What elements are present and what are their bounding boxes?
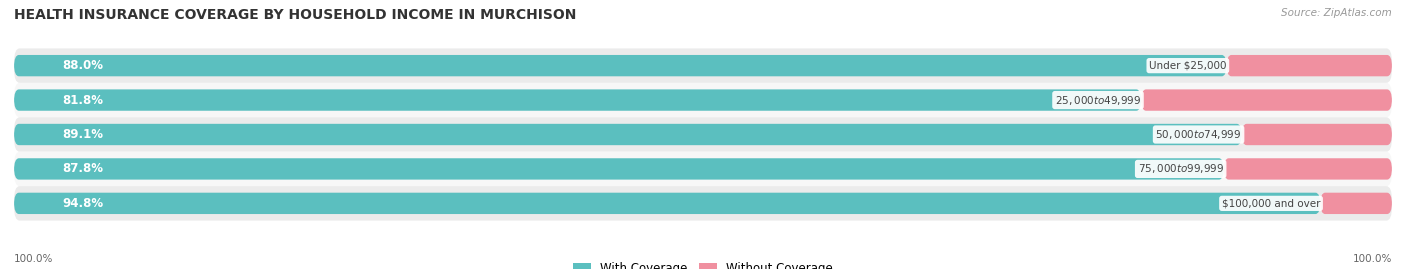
Text: 89.1%: 89.1% xyxy=(62,128,103,141)
Text: $25,000 to $49,999: $25,000 to $49,999 xyxy=(1054,94,1142,107)
Text: $50,000 to $74,999: $50,000 to $74,999 xyxy=(1156,128,1241,141)
FancyBboxPatch shape xyxy=(14,124,1241,145)
Text: $100,000 and over: $100,000 and over xyxy=(1222,198,1320,208)
FancyBboxPatch shape xyxy=(14,55,1226,76)
FancyBboxPatch shape xyxy=(14,83,1392,117)
FancyBboxPatch shape xyxy=(14,117,1392,152)
FancyBboxPatch shape xyxy=(14,152,1392,186)
Text: 81.8%: 81.8% xyxy=(62,94,103,107)
FancyBboxPatch shape xyxy=(14,193,1320,214)
Text: 88.0%: 88.0% xyxy=(62,59,103,72)
Text: 87.8%: 87.8% xyxy=(62,162,103,175)
FancyBboxPatch shape xyxy=(14,186,1392,221)
FancyBboxPatch shape xyxy=(1320,193,1392,214)
Text: Under $25,000: Under $25,000 xyxy=(1149,61,1226,71)
Text: HEALTH INSURANCE COVERAGE BY HOUSEHOLD INCOME IN MURCHISON: HEALTH INSURANCE COVERAGE BY HOUSEHOLD I… xyxy=(14,8,576,22)
FancyBboxPatch shape xyxy=(1241,124,1392,145)
Text: Source: ZipAtlas.com: Source: ZipAtlas.com xyxy=(1281,8,1392,18)
FancyBboxPatch shape xyxy=(14,48,1392,83)
Text: $75,000 to $99,999: $75,000 to $99,999 xyxy=(1137,162,1223,175)
Text: 94.8%: 94.8% xyxy=(62,197,104,210)
FancyBboxPatch shape xyxy=(1142,89,1392,111)
Text: 100.0%: 100.0% xyxy=(1353,254,1392,264)
FancyBboxPatch shape xyxy=(14,158,1223,180)
Legend: With Coverage, Without Coverage: With Coverage, Without Coverage xyxy=(568,258,838,269)
FancyBboxPatch shape xyxy=(1226,55,1392,76)
FancyBboxPatch shape xyxy=(1223,158,1392,180)
Text: 100.0%: 100.0% xyxy=(14,254,53,264)
FancyBboxPatch shape xyxy=(14,89,1142,111)
